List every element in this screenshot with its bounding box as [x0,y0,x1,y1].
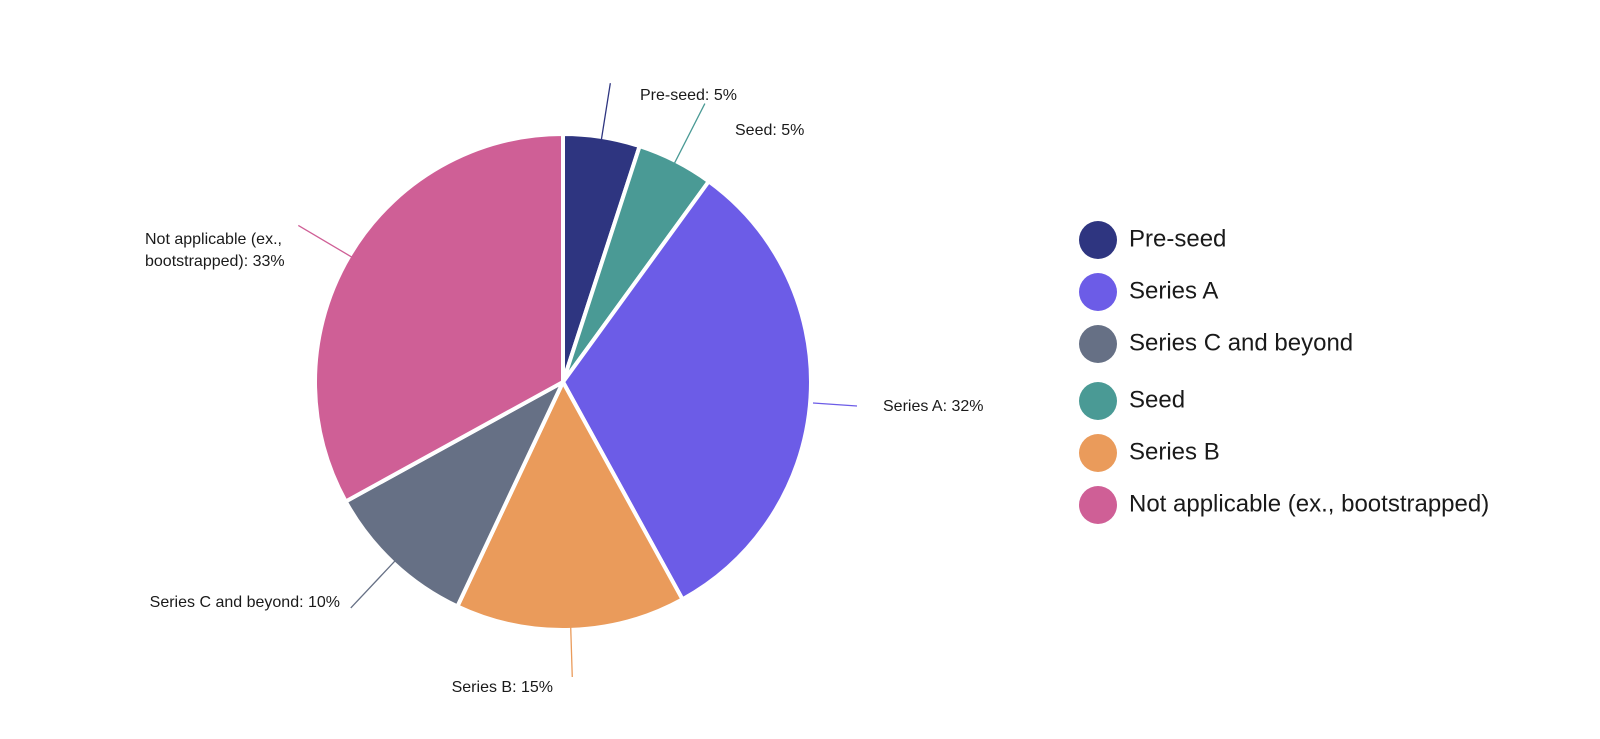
legend-swatch-icon [1079,221,1117,259]
data-label-series-b: Series B: 15% [452,679,553,696]
data-label-pre-seed: Pre-seed: 5% [640,87,737,104]
data-label-not-applicable-ex-bootstrapped: Not applicable (ex., bootstrapped): 33% [145,231,285,270]
data-label-series-a: Series A: 32% [883,398,984,415]
legend-swatch-icon [1079,382,1117,420]
legend-item-seed: Seed [1079,382,1185,420]
legend-swatch-icon [1079,273,1117,311]
legend-swatch-icon [1079,434,1117,472]
data-labels: Pre-seed: 5% Seed: 5% Series A: 32% Series … [145,87,984,696]
data-label-line: bootstrapped): 33% [145,253,285,270]
legend-label: Series B [1129,438,1220,465]
legend-swatch-icon [1079,486,1117,524]
leader-line-pre-seed [600,83,611,143]
legend-item-series-a: Series A [1079,273,1218,311]
leader-line-series-b [570,627,573,677]
pie-slice-series-a [561,179,813,602]
leader-line-seed [672,103,706,166]
pie-slices [313,132,813,632]
data-label-line: Not applicable (ex., [145,231,282,248]
leader-line-series-c-and-beyond [350,558,398,609]
legend-swatch-icon [1079,325,1117,363]
leader-line-series-a [812,402,858,407]
legend: Pre-seed Series A Series C and beyond Seed S… [1079,221,1489,524]
legend-label: Not applicable (ex., bootstrapped) [1129,490,1489,517]
legend-label: Series A [1129,277,1218,304]
legend-item-pre-seed: Pre-seed [1079,221,1226,259]
legend-label: Seed [1129,386,1185,413]
legend-label: Series C and beyond [1129,329,1353,356]
legend-item-not-applicable-ex-bootstrapped: Not applicable (ex., bootstrapped) [1079,486,1489,524]
legend-item-series-b: Series B [1079,434,1220,472]
legend-item-series-c-and-beyond: Series C and beyond [1079,325,1353,363]
legend-label: Pre-seed [1129,225,1226,252]
leader-lines [297,83,858,677]
data-label-series-c-and-beyond: Series C and beyond: 10% [150,594,340,611]
data-label-seed: Seed: 5% [735,122,804,139]
leader-line-not-applicable-ex-bootstrapped [297,224,353,258]
